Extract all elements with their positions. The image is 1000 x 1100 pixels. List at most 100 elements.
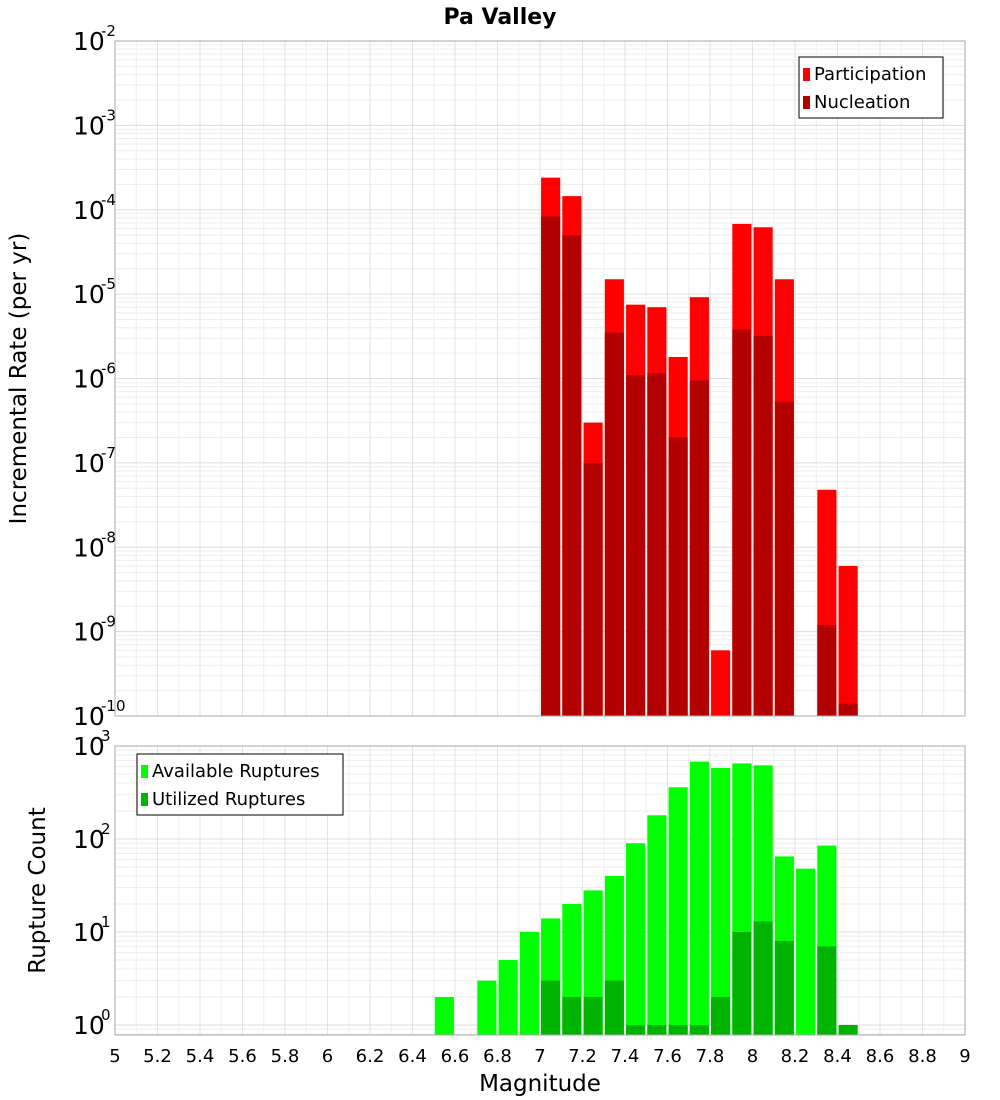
x-tick-label: 7.8: [696, 1046, 725, 1067]
rate-legend-label: Nucleation: [814, 92, 910, 113]
x-tick-label: 5.8: [271, 1046, 300, 1067]
x-tick-label: 5.2: [143, 1046, 172, 1067]
x-tick-label: 5.4: [186, 1046, 215, 1067]
x-tick-label: 8.6: [866, 1046, 895, 1067]
chart-title: Pa Valley: [443, 5, 556, 30]
x-tick-label: 7: [534, 1046, 545, 1067]
count-bar-secondary: [647, 1024, 667, 1035]
count-bar-primary: [519, 931, 539, 1035]
count-bar-secondary: [668, 1024, 688, 1035]
count-bar-secondary: [689, 1024, 709, 1035]
rate-bar-secondary: [583, 462, 603, 716]
count-bar-primary: [434, 996, 454, 1035]
count-y-tick-exponent: 1: [101, 913, 111, 931]
rate-bar-secondary: [732, 329, 752, 716]
rate-y-tick-exponent: -8: [101, 528, 116, 546]
rate-bar-secondary: [753, 335, 773, 716]
x-tick-label: 6: [322, 1046, 333, 1067]
count-legend-box: [136, 753, 344, 816]
count-bar-primary: [689, 761, 709, 1035]
count-bar-secondary: [753, 921, 773, 1035]
count-plot-frame: [114, 745, 966, 1036]
rate-bar-secondary: [668, 437, 688, 716]
count-y-tick-base: 10: [73, 732, 105, 761]
rate-y-tick-base: 10: [73, 111, 105, 140]
rate-y-tick-base: 10: [73, 27, 105, 56]
rate-y-tick-base: 10: [73, 618, 105, 647]
x-tick-label: 6.4: [398, 1046, 427, 1067]
count-bar-secondary: [541, 980, 561, 1035]
count-legend-swatch: [141, 793, 148, 806]
rate-y-tick-base: 10: [73, 365, 105, 394]
count-y-tick-base: 10: [73, 1011, 105, 1040]
count-bar-secondary: [838, 1024, 858, 1035]
count-legend-swatch: [141, 765, 148, 778]
rate-bar-primary: [838, 565, 858, 716]
count-bar-primary: [647, 815, 667, 1035]
rate-plot-frame: [114, 40, 966, 717]
rate-y-tick-exponent: -3: [101, 106, 116, 124]
count-bar-secondary: [732, 931, 752, 1035]
rate-bar-secondary: [838, 703, 858, 716]
x-axis-label: Magnitude: [479, 1071, 601, 1097]
count-y-tick-base: 10: [73, 825, 105, 854]
count-bar-primary: [796, 868, 816, 1035]
count-y-axis-label: Rupture Count: [25, 807, 51, 973]
x-tick-label: 8.4: [823, 1046, 852, 1067]
rate-y-tick-base: 10: [73, 196, 105, 225]
count-bar-primary: [668, 787, 688, 1035]
rate-y-tick-exponent: -6: [101, 360, 116, 378]
rate-y-axis-label: Incremental Rate (per yr): [6, 233, 32, 525]
rate-bar-secondary: [626, 375, 646, 716]
x-tick-label: 8: [747, 1046, 758, 1067]
rate-bar-secondary: [774, 401, 794, 716]
count-legend-label: Utilized Ruptures: [152, 789, 305, 810]
count-legend-label: Available Ruptures: [152, 761, 320, 782]
rate-legend-swatch: [803, 96, 810, 109]
rate-legend-box: [798, 56, 944, 119]
x-tick-label: 6.6: [441, 1046, 470, 1067]
rate-y-tick-exponent: -7: [101, 444, 116, 462]
x-tick-label: 7.4: [611, 1046, 640, 1067]
count-bar-primary: [626, 843, 646, 1035]
rate-bar-secondary: [541, 216, 561, 716]
count-bar-primary: [498, 959, 518, 1035]
rate-y-tick-exponent: -9: [101, 613, 116, 631]
rate-y-tick-exponent: -2: [101, 22, 116, 40]
rate-bar-secondary: [647, 373, 667, 716]
rate-y-tick-base: 10: [73, 449, 105, 478]
rate-bar-primary: [711, 650, 731, 716]
rate-y-tick-base: 10: [73, 280, 105, 309]
count-bar-secondary: [583, 996, 603, 1035]
x-tick-label: 7.2: [568, 1046, 597, 1067]
rate-bar-secondary: [604, 332, 624, 716]
rate-y-tick-exponent: -10: [101, 697, 126, 715]
rate-y-tick-exponent: -4: [101, 191, 116, 209]
count-y-tick-exponent: 0: [101, 1006, 111, 1024]
rate-y-tick-exponent: -5: [101, 275, 116, 293]
count-bar-secondary: [604, 980, 624, 1035]
count-bar-primary: [711, 767, 731, 1035]
x-tick-label: 8.2: [781, 1046, 810, 1067]
count-y-tick-exponent: 2: [101, 820, 111, 838]
rate-legend-swatch: [803, 68, 810, 81]
count-bar-secondary: [711, 996, 731, 1035]
rate-y-tick-base: 10: [73, 533, 105, 562]
top-panel: 10-1010-910-810-710-610-510-410-310-2Inc…: [6, 22, 966, 731]
count-bar-secondary: [562, 996, 582, 1035]
x-tick-label: 6.8: [483, 1046, 512, 1067]
count-y-tick-base: 10: [73, 918, 105, 947]
rate-legend: Participation Nucleation: [798, 56, 944, 119]
count-bar-secondary: [626, 1024, 646, 1035]
x-tick-label: 7.6: [653, 1046, 682, 1067]
count-bar-secondary: [817, 946, 837, 1035]
count-legend: Available Ruptures Utilized Ruptures: [136, 753, 344, 816]
x-tick-label: 5: [109, 1046, 120, 1067]
rate-legend-label: Participation: [814, 64, 926, 85]
x-tick-label: 5.6: [228, 1046, 257, 1067]
x-tick-label: 9: [959, 1046, 970, 1067]
rate-y-tick-base: 10: [73, 702, 105, 731]
x-tick-label: 8.8: [908, 1046, 937, 1067]
